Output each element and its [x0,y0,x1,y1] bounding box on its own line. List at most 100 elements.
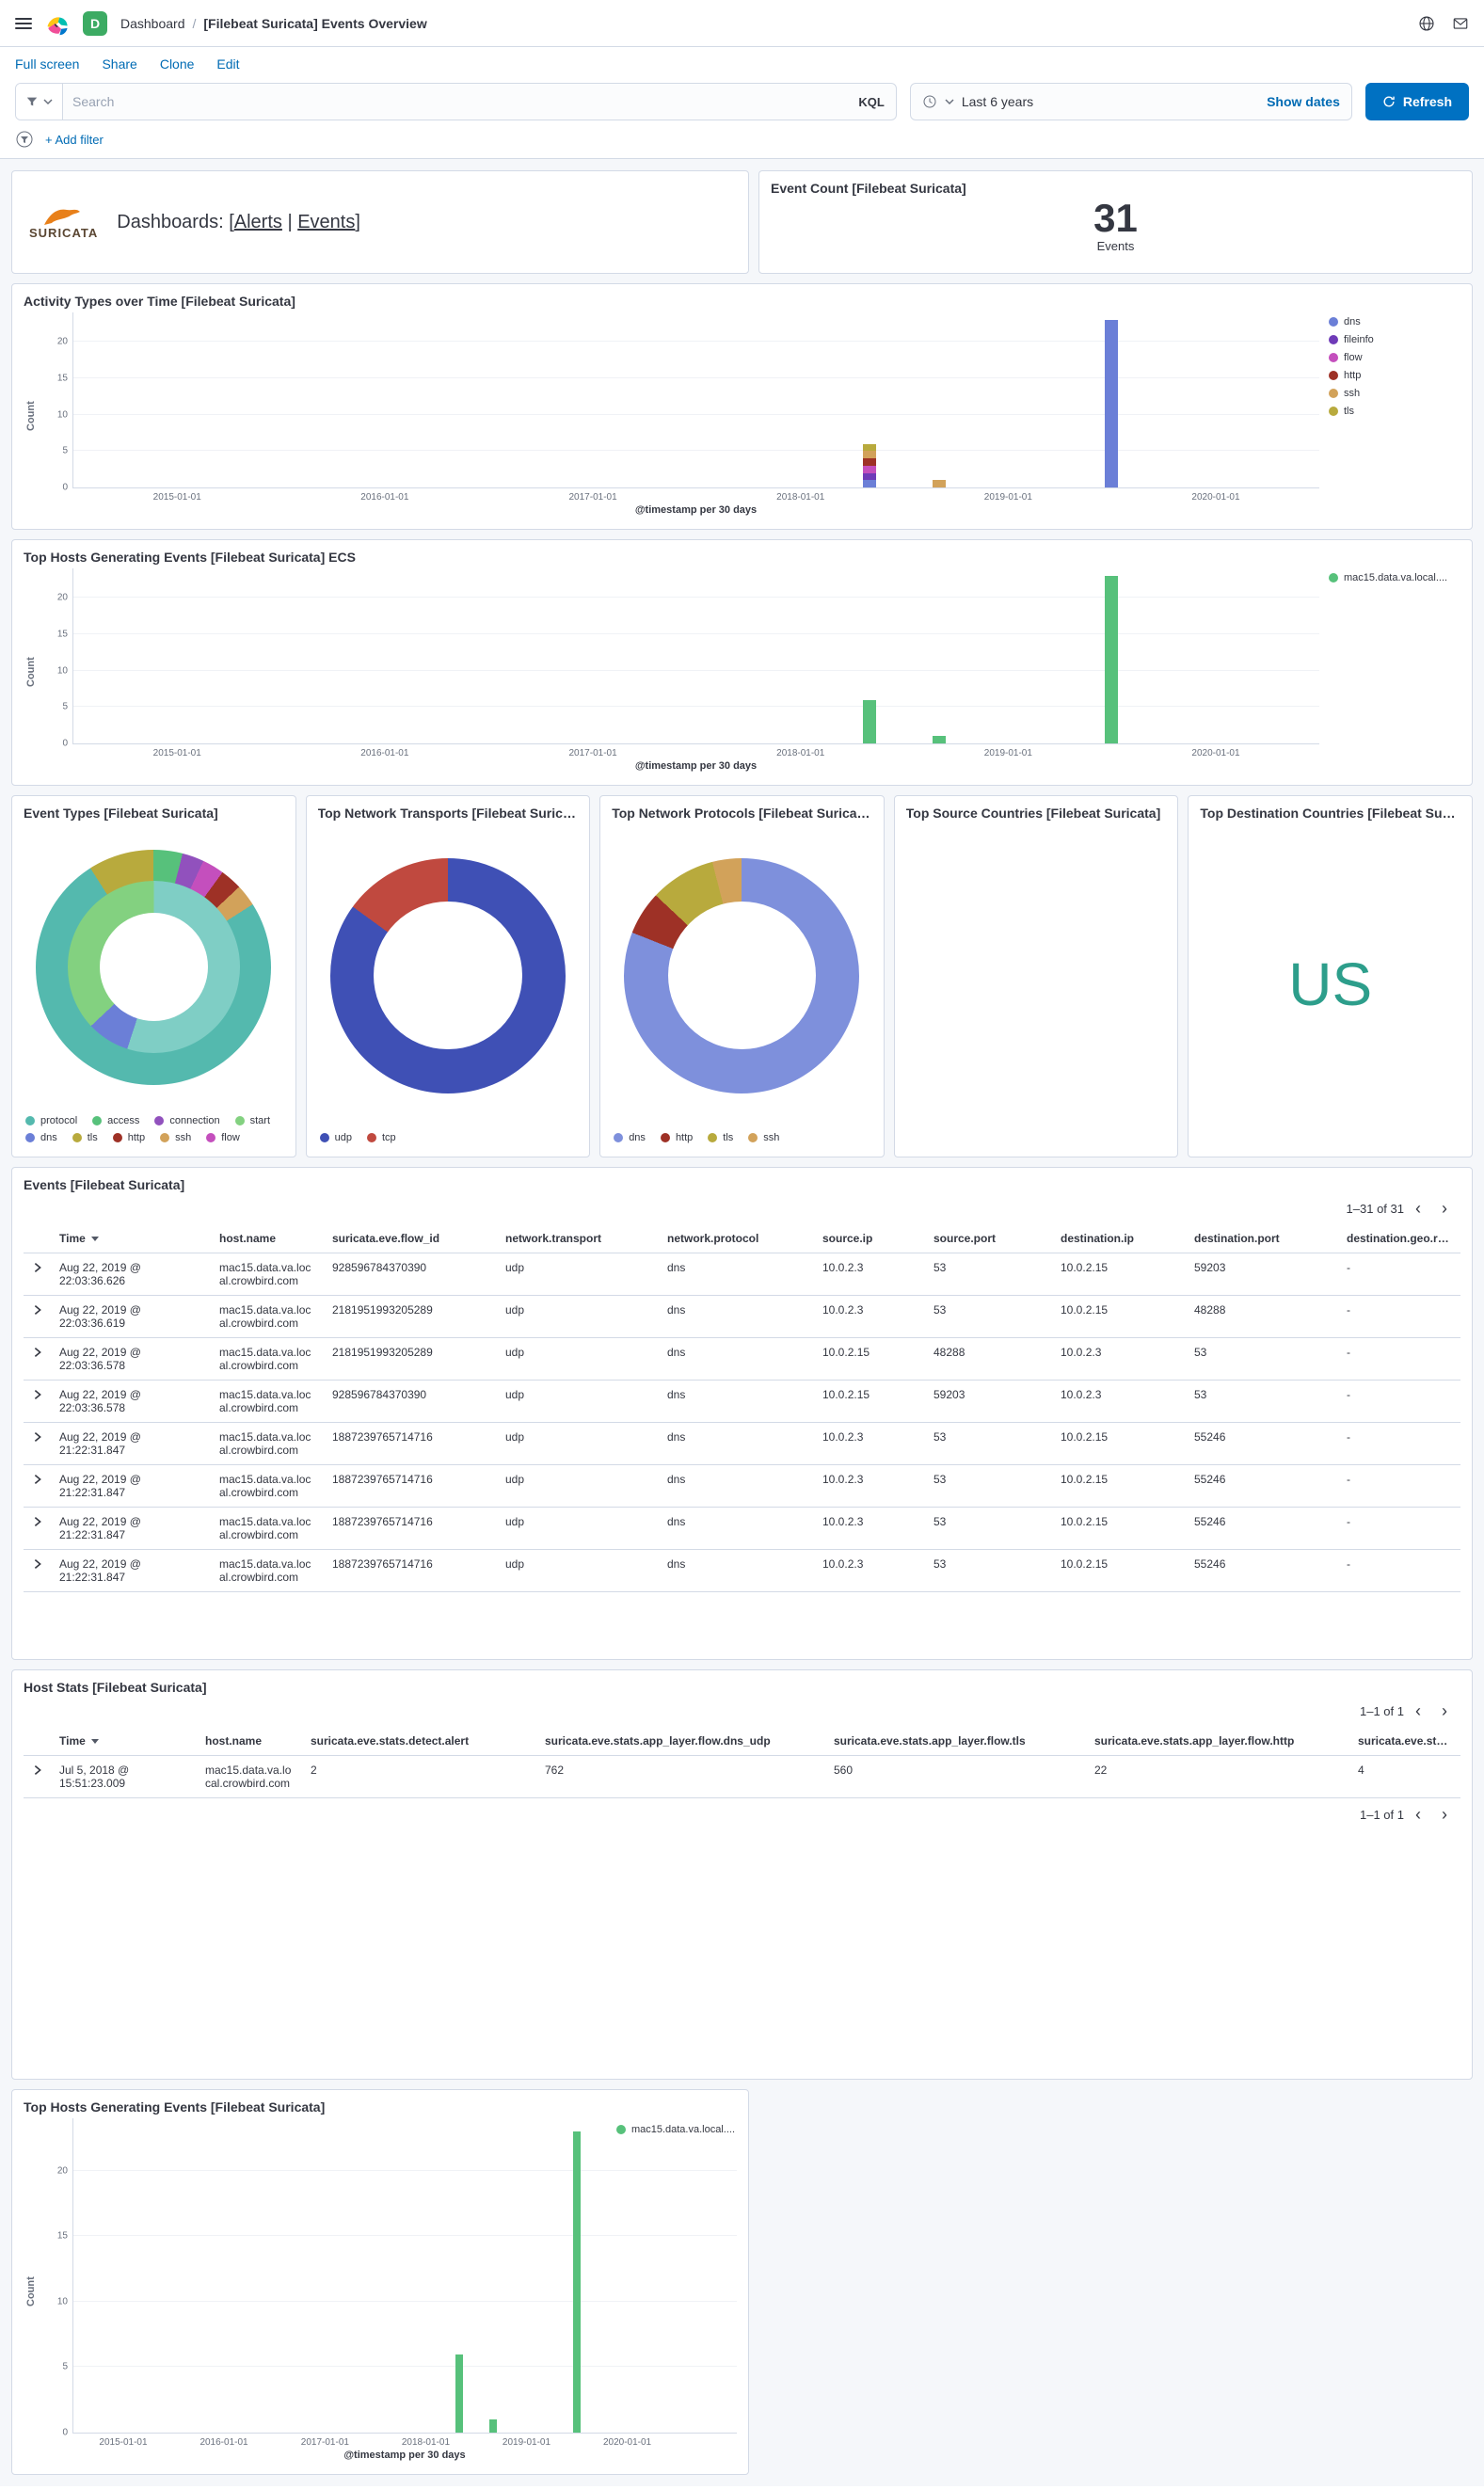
bar-segment[interactable] [862,699,876,743]
bar[interactable] [489,2118,498,2433]
legend-item[interactable]: tls [1329,406,1460,417]
expand-row-icon[interactable] [31,1764,44,1777]
donut-ring[interactable] [36,849,272,1085]
refresh-button[interactable]: Refresh [1364,83,1469,120]
next-page-icon[interactable]: › [1432,1700,1457,1721]
bar[interactable] [932,312,946,487]
donut-ring[interactable] [624,857,860,1093]
donut-ring[interactable] [329,857,566,1093]
expand-row-icon[interactable] [31,1303,44,1317]
menu-icon[interactable] [15,17,32,29]
previous-page-icon[interactable]: ‹ [1406,1700,1430,1721]
previous-page-icon[interactable]: ‹ [1406,1198,1430,1219]
legend-item[interactable]: tcp [366,1132,396,1143]
legend-item[interactable]: http [660,1132,693,1143]
bar[interactable] [932,568,946,743]
legend-item[interactable]: protocol [25,1115,77,1126]
bar[interactable] [862,312,876,487]
legend-item[interactable]: fileinfo [1329,334,1460,345]
bar-segment[interactable] [862,458,876,466]
full-screen-link[interactable]: Full screen [15,56,80,72]
bar-segment[interactable] [455,2354,464,2433]
legend-item[interactable]: connection [154,1115,220,1126]
expand-row-icon[interactable] [31,1430,44,1444]
legend-item[interactable]: udp [319,1132,352,1143]
next-page-icon[interactable]: › [1432,1198,1457,1219]
bar-segment[interactable] [862,472,876,481]
column-header[interactable]: source.ip [815,1224,926,1253]
bar-segment[interactable] [862,451,876,458]
column-header[interactable]: host.name [212,1224,325,1253]
events-dashboard-link[interactable]: Events [297,211,356,232]
expand-row-icon[interactable] [31,1473,44,1486]
legend-item[interactable]: tls [72,1132,98,1143]
bar[interactable] [862,568,876,743]
date-picker[interactable]: Last 6 years Show dates [909,83,1352,120]
edit-link[interactable]: Edit [216,56,240,72]
bar-segment[interactable] [862,465,876,473]
legend-item[interactable]: ssh [1329,388,1460,399]
bar-segment[interactable] [932,736,946,743]
bar-segment[interactable] [1104,319,1118,487]
column-header[interactable]: Time [52,1224,212,1253]
add-filter-button[interactable]: + Add filter [45,132,104,147]
bar-segment[interactable] [1104,575,1118,743]
alerts-dashboard-link[interactable]: Alerts [233,211,282,232]
bar-segment[interactable] [489,2419,498,2433]
help-globe-icon[interactable] [1418,15,1435,32]
legend-item[interactable]: dns [25,1132,57,1143]
bar[interactable] [455,2118,464,2433]
show-dates-button[interactable]: Show dates [1267,94,1340,109]
column-header[interactable]: destination.port [1187,1224,1339,1253]
column-header[interactable]: suricata.eve.stats.app_layer.flow.tls [826,1727,1087,1756]
bar[interactable] [1104,312,1118,487]
legend-item[interactable]: tls [708,1132,733,1143]
legend-item[interactable]: flow [206,1132,240,1143]
breadcrumb-dashboard[interactable]: Dashboard [120,15,185,31]
legend-item[interactable]: dns [1329,316,1460,327]
bar[interactable] [572,2118,581,2433]
legend-item[interactable]: http [112,1132,145,1143]
expand-row-icon[interactable] [31,1557,44,1571]
search-input[interactable] [63,94,848,109]
column-header[interactable]: Time [52,1727,198,1756]
column-header[interactable]: suricata.eve.stats.app_layer.flow.dns_ud… [537,1727,826,1756]
share-link[interactable]: Share [102,56,137,72]
legend-item[interactable]: ssh [748,1132,779,1143]
query-language-button[interactable]: KQL [858,94,885,109]
column-header[interactable]: suricata.eve.flow_id [325,1224,498,1253]
tag-cloud-term[interactable]: US [1288,950,1373,1018]
expand-row-icon[interactable] [31,1346,44,1359]
column-header[interactable]: suricata.eve.stats.app_l... [1350,1727,1460,1756]
bar-segment[interactable] [862,480,876,487]
bar[interactable] [1104,568,1118,743]
column-header[interactable]: source.port [926,1224,1053,1253]
dashboard-app-badge[interactable]: D [83,10,107,36]
column-header[interactable]: suricata.eve.stats.app_layer.flow.http [1087,1727,1350,1756]
legend-item[interactable]: access [92,1115,139,1126]
filter-circle-icon[interactable] [15,130,34,149]
expand-row-icon[interactable] [31,1515,44,1528]
previous-page-icon[interactable]: ‹ [1406,1804,1430,1825]
column-header[interactable]: network.transport [498,1224,660,1253]
legend-item[interactable]: dns [614,1132,646,1143]
bar-segment[interactable] [932,480,946,487]
column-header[interactable]: suricata.eve.stats.detect.alert [303,1727,537,1756]
time-range-value[interactable]: Last 6 years [961,94,1034,109]
legend-item[interactable]: http [1329,370,1460,381]
bar-segment[interactable] [572,2131,581,2433]
legend-item[interactable]: start [234,1115,270,1126]
column-header[interactable]: destination.geo.region_na... [1339,1224,1460,1253]
newsfeed-mail-icon[interactable] [1452,15,1469,32]
legend-item[interactable]: mac15.data.va.local.... [1329,572,1460,583]
clone-link[interactable]: Clone [159,56,195,72]
legend-item[interactable]: mac15.data.va.local.... [615,2124,735,2135]
next-page-icon[interactable]: › [1432,1804,1457,1825]
legend-item[interactable]: ssh [160,1132,191,1143]
column-header[interactable]: host.name [198,1727,303,1756]
legend-item[interactable]: flow [1329,352,1460,363]
expand-row-icon[interactable] [31,1261,44,1274]
bar-segment[interactable] [862,443,876,452]
column-header[interactable]: network.protocol [660,1224,815,1253]
saved-query-menu-button[interactable] [16,84,63,120]
